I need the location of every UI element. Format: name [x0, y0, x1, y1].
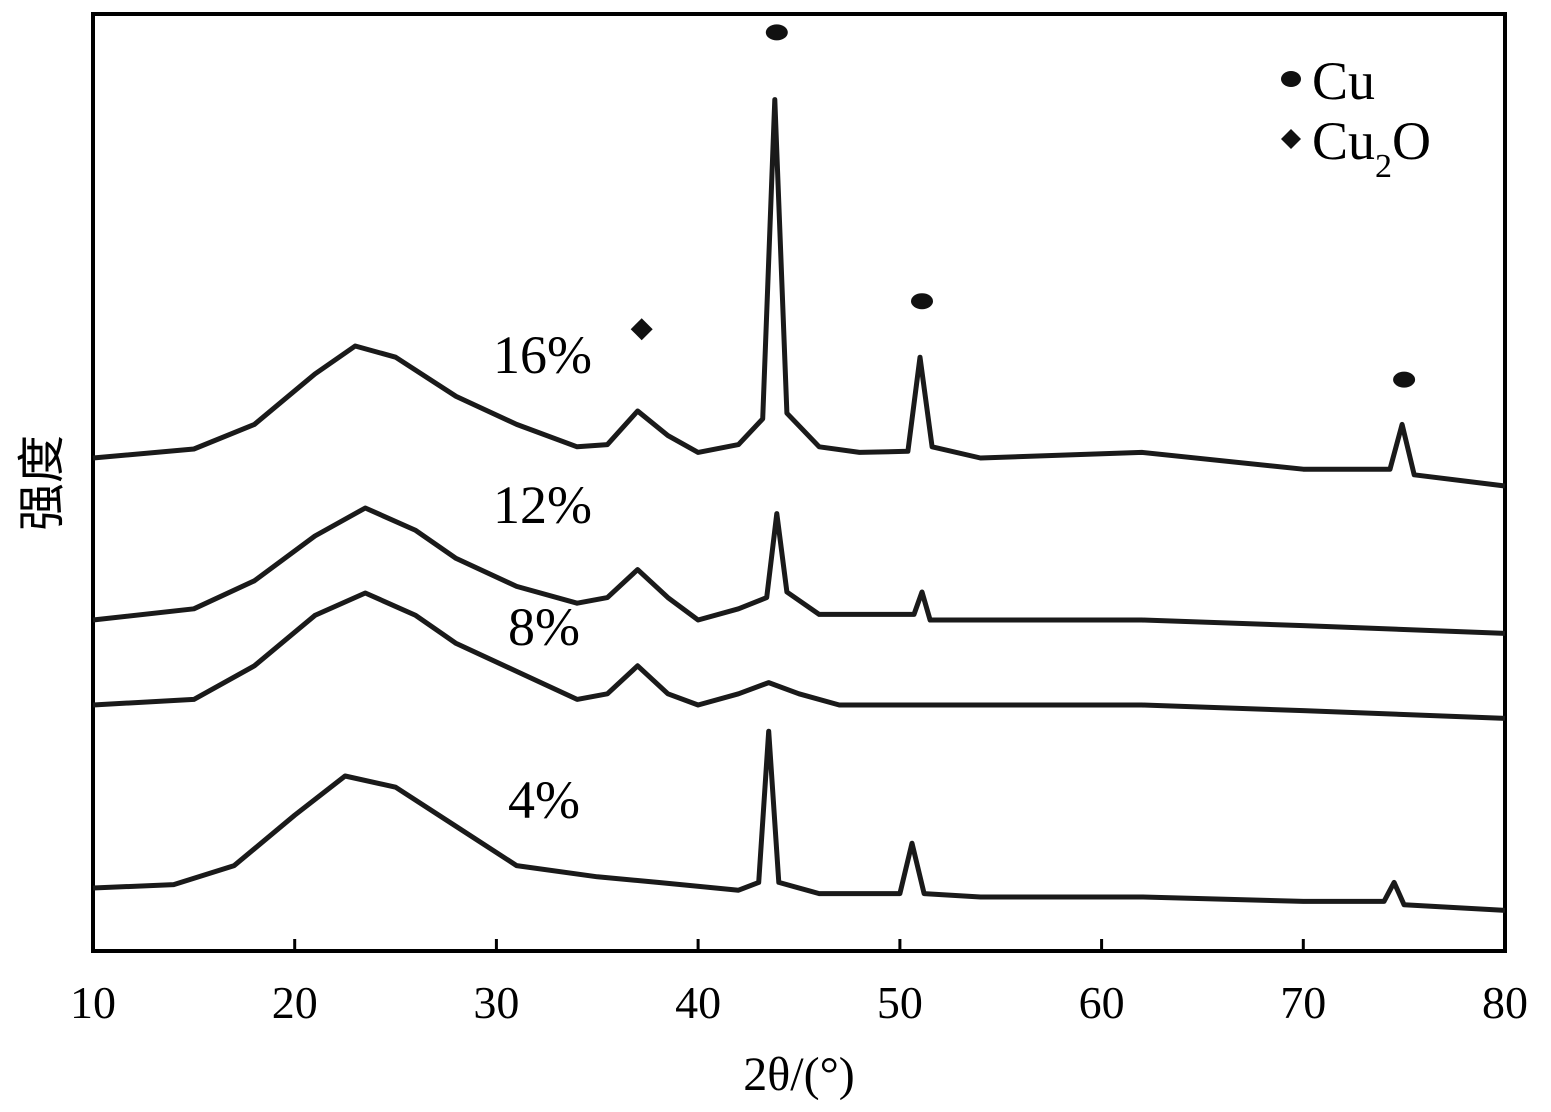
x-tick-label: 30	[473, 977, 519, 1028]
legend-cu-marker	[1281, 71, 1301, 87]
x-tick-label: 70	[1280, 977, 1326, 1028]
series-label-16: 16%	[493, 325, 592, 385]
legend-cu-label: Cu	[1312, 51, 1375, 111]
series-line-12	[92, 505, 1506, 636]
series-line-16	[92, 97, 1506, 489]
legend-cu2o-label-tail: O	[1392, 111, 1431, 171]
cu-peak-marker	[1393, 371, 1416, 388]
y-axis-label: 强度	[16, 435, 69, 531]
x-axis-ticks: 10 20 30 40 50 60 70 80	[70, 939, 1528, 1028]
legend-cu2o-label: Cu2O	[1312, 111, 1431, 185]
x-tick-label: 20	[272, 977, 318, 1028]
peak-marker-layer	[630, 24, 1416, 388]
series-layer	[92, 97, 1506, 913]
series-line-4	[92, 728, 1506, 913]
legend: Cu Cu2O	[1281, 51, 1431, 185]
legend-cu2o-label-main: Cu	[1312, 111, 1375, 171]
x-axis-label: 2θ/(°)	[743, 1048, 855, 1101]
x-tick-label: 40	[675, 977, 721, 1028]
cu2o-peak-marker	[630, 318, 653, 341]
cu-peak-marker	[765, 24, 788, 41]
series-label-4: 4%	[508, 770, 580, 830]
x-tick-label: 10	[70, 977, 116, 1028]
series-line-8	[92, 590, 1506, 721]
x-tick-label: 60	[1079, 977, 1125, 1028]
series-label-8: 8%	[508, 597, 580, 657]
x-tick-label: 50	[877, 977, 923, 1028]
plot-frame	[91, 12, 1507, 953]
x-tick-label: 80	[1482, 977, 1528, 1028]
legend-cu2o-label-subscript: 2	[1375, 148, 1392, 185]
legend-cu2o-marker	[1281, 129, 1301, 149]
cu-peak-marker	[911, 293, 933, 310]
series-label-12: 12%	[493, 475, 592, 535]
